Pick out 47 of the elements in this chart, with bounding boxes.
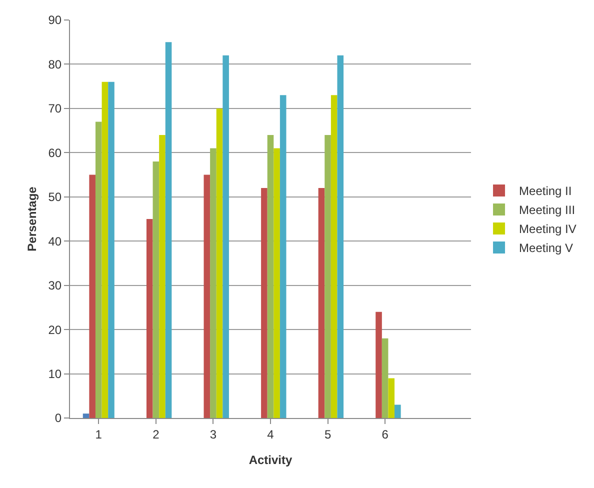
bar bbox=[330, 95, 338, 418]
bar bbox=[102, 82, 108, 418]
x-axis-title: Activity bbox=[248, 453, 292, 467]
bar bbox=[324, 134, 331, 418]
bar bbox=[152, 162, 160, 418]
legend-label: Meeting II bbox=[519, 184, 572, 198]
x-tick-label: 6 bbox=[382, 427, 389, 442]
y-tick-label: 70 bbox=[48, 102, 62, 116]
y-tick-label: 90 bbox=[48, 13, 62, 28]
x-tick-label: 5 bbox=[324, 427, 332, 442]
y-tick-label: 10 bbox=[48, 366, 62, 381]
bar bbox=[146, 219, 153, 418]
bar bbox=[222, 55, 229, 418]
x-tick-label: 4 bbox=[267, 427, 274, 442]
bar bbox=[165, 42, 172, 418]
y-tick-label: 60 bbox=[48, 146, 62, 160]
legend-label: Meeting V bbox=[519, 241, 574, 256]
y-tick-label: 30 bbox=[48, 278, 62, 293]
bar bbox=[280, 95, 286, 418]
y-tick-label: 20 bbox=[48, 322, 62, 337]
bar bbox=[216, 108, 223, 418]
x-tick-label: 3 bbox=[210, 427, 217, 442]
x-tick-label: 2 bbox=[152, 427, 160, 442]
bar bbox=[204, 174, 210, 418]
bar bbox=[274, 148, 280, 418]
bar bbox=[376, 312, 382, 418]
bar bbox=[261, 188, 268, 418]
bar bbox=[95, 122, 102, 418]
bar bbox=[388, 378, 395, 418]
bar bbox=[382, 338, 388, 418]
y-tick-label: 50 bbox=[48, 190, 62, 204]
bar bbox=[318, 188, 325, 418]
bar bbox=[89, 174, 96, 418]
y-tick-label: 80 bbox=[48, 57, 62, 72]
bar bbox=[267, 134, 274, 418]
bar bbox=[82, 414, 90, 418]
y-tick-label: 0 bbox=[54, 411, 62, 426]
y-tick-label: 40 bbox=[48, 234, 62, 248]
bar bbox=[108, 82, 114, 418]
y-axis-title: Persentage bbox=[25, 186, 39, 252]
bar bbox=[159, 134, 166, 418]
x-tick-label: 1 bbox=[95, 427, 102, 442]
legend-label: Meeting III bbox=[519, 203, 576, 218]
bar bbox=[337, 55, 344, 418]
legend-label: Meeting IV bbox=[519, 222, 576, 236]
bar bbox=[210, 148, 216, 418]
bar bbox=[394, 404, 401, 418]
